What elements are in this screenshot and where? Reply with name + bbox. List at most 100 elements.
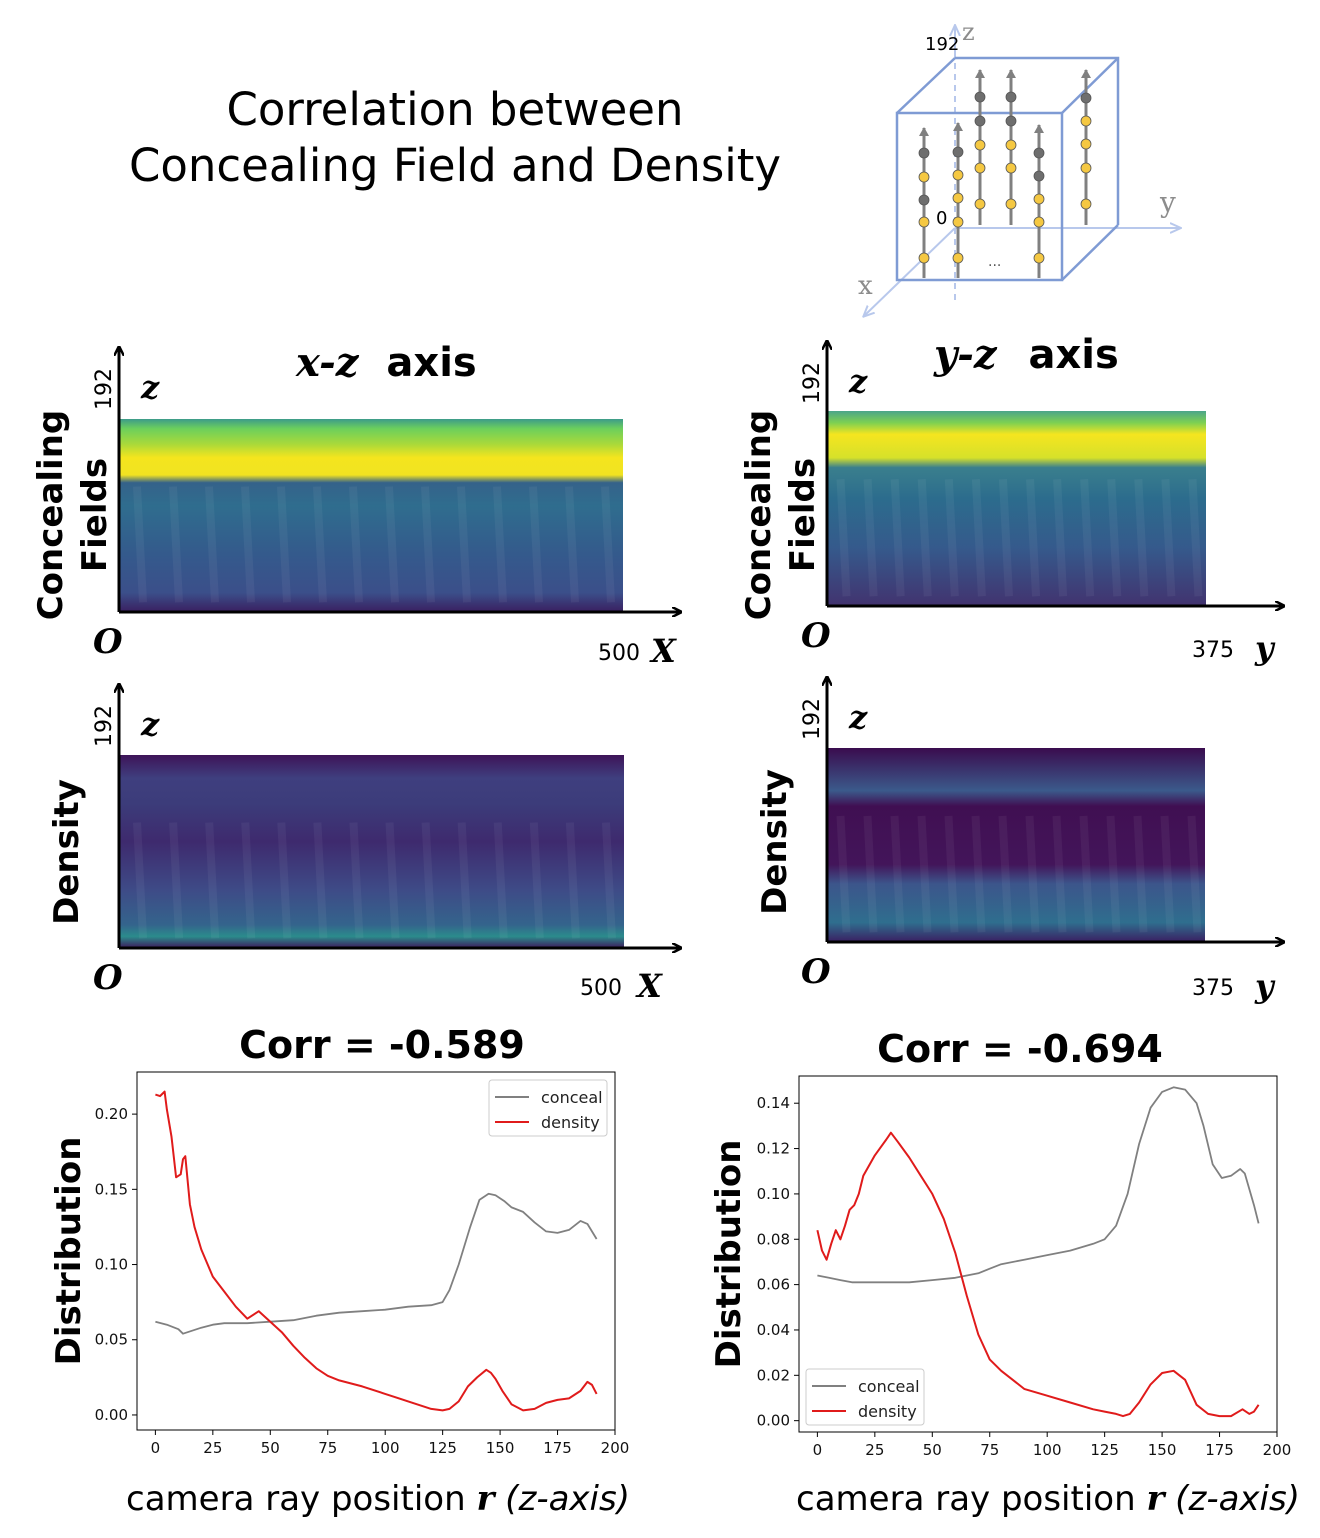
heatmap-texture xyxy=(421,486,435,603)
xz-conceal-panel: z 192 O 500 X Concealing Fields xyxy=(31,348,680,670)
y-tick-label: 0.00 xyxy=(757,1412,790,1430)
x-tick-label: 0 xyxy=(813,1441,823,1459)
yz-title-rest: axis xyxy=(1029,332,1119,378)
heatmap-texture xyxy=(1026,479,1041,597)
cube-ellipsis: ... xyxy=(988,254,1001,270)
heatmap-texture xyxy=(277,486,291,603)
x-tick-label: 75 xyxy=(318,1439,337,1457)
sample-point-yellow xyxy=(952,169,964,181)
row-label: Density xyxy=(47,779,87,925)
sample-point-yellow xyxy=(952,252,964,264)
cube-x-axis xyxy=(864,227,956,316)
heatmap-texture xyxy=(313,486,327,603)
heatmap-texture xyxy=(863,479,878,597)
series-line-conceal xyxy=(155,1192,598,1335)
cube-x-label: x xyxy=(858,271,873,301)
sample-point-yellow xyxy=(1033,252,1045,264)
x-tick-label: 200 xyxy=(601,1439,630,1457)
chart-legend: conceal density xyxy=(488,1079,608,1137)
heatmap-texture xyxy=(998,479,1013,597)
x-tick-label: 75 xyxy=(980,1441,999,1459)
heatmap-texture xyxy=(1080,479,1095,597)
horizontal-axis-letter: X xyxy=(635,967,663,1005)
sample-point-gray xyxy=(1005,115,1017,127)
horizontal-axis-letter: y xyxy=(1254,967,1276,1005)
z-max-tick: 192 xyxy=(800,362,825,404)
x-tick-label: 100 xyxy=(1033,1441,1062,1459)
heatmap-texture xyxy=(529,486,543,603)
heatmap-texture xyxy=(421,822,436,939)
cube-rays xyxy=(918,69,1092,278)
y-axis-label: Distribution xyxy=(709,1140,749,1369)
yz-density-heatmap xyxy=(827,748,1205,942)
yz-panel-title: y-z axis xyxy=(933,331,1119,378)
y-axis-label: Distribution xyxy=(49,1137,89,1366)
z-axis-letter: z xyxy=(848,362,868,400)
x-tick-label: 0 xyxy=(151,1439,161,1457)
chart-2: Corr = -0.694 0 25 50 75 100 125 150 175 200 0.00 0… xyxy=(709,1027,1300,1519)
row-label: Fields xyxy=(783,458,823,572)
heatmap-texture xyxy=(1188,479,1203,597)
line-charts: Corr = -0.589 0 25 50 75 100 125 150 175 200 0.00 0… xyxy=(49,1023,1300,1519)
heatmap-texture xyxy=(133,486,147,603)
sample-point-yellow xyxy=(918,216,930,228)
y-tick-label: 0.10 xyxy=(95,1256,128,1274)
heatmap-texture xyxy=(1133,815,1148,933)
cube-z-top-label: 192 xyxy=(925,34,959,55)
cube-y-label: y xyxy=(1159,186,1176,219)
heatmap-texture xyxy=(836,815,851,933)
y-tick-label: 0.08 xyxy=(757,1230,790,1248)
sample-point-yellow xyxy=(952,216,964,228)
y-tick-label: 0.00 xyxy=(95,1406,128,1424)
y-tick-label: 0.02 xyxy=(757,1366,790,1384)
row-label: Concealing xyxy=(31,410,71,621)
legend-label-conceal: conceal xyxy=(858,1377,920,1396)
x-axis-label-part: ( xyxy=(494,1479,520,1519)
horizontal-max-tick: 375 xyxy=(1192,976,1234,1001)
heatmap-texture xyxy=(1025,815,1040,933)
sample-point-yellow xyxy=(1080,115,1092,127)
heatmap-texture xyxy=(565,822,580,939)
heatmap-texture xyxy=(944,479,959,597)
sample-point-gray xyxy=(974,91,986,103)
y-tick-label: 0.14 xyxy=(757,1094,790,1112)
sample-point-yellow xyxy=(1080,138,1092,150)
heatmap-texture xyxy=(917,479,932,597)
heatmap-texture xyxy=(385,822,400,939)
heatmap-texture xyxy=(493,822,508,939)
heatmap-texture xyxy=(1107,479,1122,597)
x-axis-label-part: -axis) xyxy=(1206,1479,1300,1519)
heatmap-texture xyxy=(385,486,399,603)
origin-label: O xyxy=(801,952,831,992)
origin-label: O xyxy=(93,622,123,662)
origin-label: O xyxy=(801,616,831,656)
heatmap-texture xyxy=(241,822,256,939)
y-tick-label: 0.06 xyxy=(757,1276,790,1294)
heatmap-texture xyxy=(890,479,905,597)
heatmap-texture xyxy=(998,815,1013,933)
z-max-tick: 192 xyxy=(92,368,117,410)
y-tick-label: 0.10 xyxy=(757,1185,790,1203)
sample-point-yellow xyxy=(918,252,930,264)
heatmap-texture xyxy=(241,486,255,603)
x-tick-label: 100 xyxy=(371,1439,400,1457)
z-max-tick: 192 xyxy=(800,698,825,740)
sample-point-yellow xyxy=(1080,162,1092,174)
sample-point-yellow xyxy=(1033,216,1045,228)
heatmap-texture xyxy=(971,815,986,933)
heatmap-texture xyxy=(1106,815,1121,933)
sample-point-yellow xyxy=(974,198,986,210)
heatmap-texture xyxy=(493,486,507,603)
horizontal-max-tick: 375 xyxy=(1192,638,1234,663)
heatmap-texture xyxy=(944,815,959,933)
x-tick-label: 150 xyxy=(1148,1441,1177,1459)
chart-title: Corr = -0.589 xyxy=(239,1023,525,1067)
x-tick-label: 175 xyxy=(543,1439,572,1457)
x-axis-label-part: -axis) xyxy=(536,1479,630,1519)
x-tick-label: 25 xyxy=(203,1439,222,1457)
heatmap-texture xyxy=(1160,815,1175,933)
x-tick-label: 125 xyxy=(1090,1441,1119,1459)
figure-title-line1: Correlation between xyxy=(226,83,684,136)
x-tick-label: 175 xyxy=(1205,1441,1234,1459)
